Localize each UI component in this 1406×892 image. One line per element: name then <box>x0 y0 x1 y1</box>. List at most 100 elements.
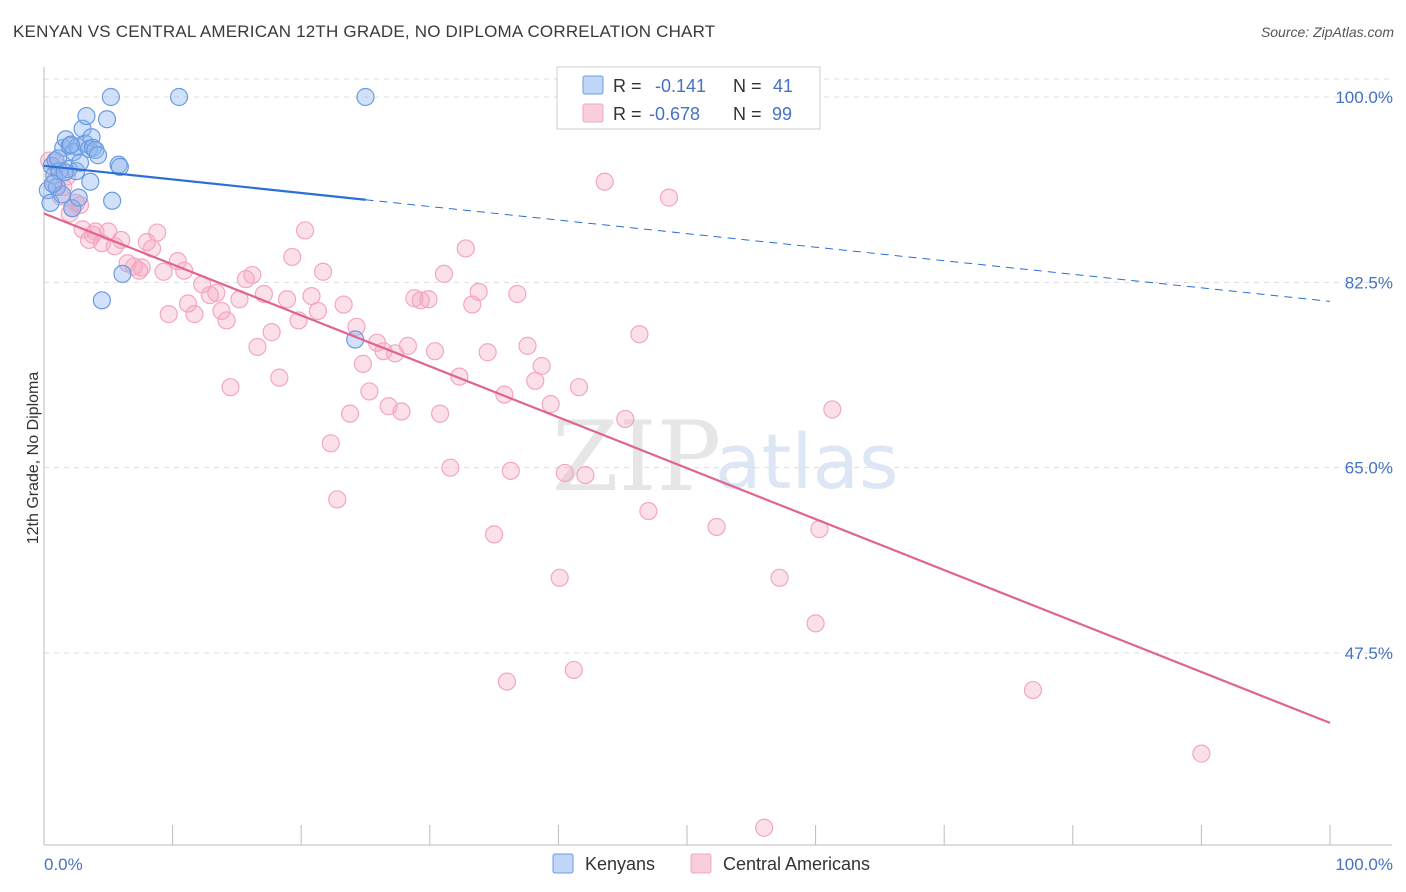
central-americans-point <box>321 434 340 453</box>
central-americans-point <box>755 818 774 837</box>
central-americans-point <box>616 409 635 429</box>
kenyans-point <box>92 291 111 310</box>
y-tick-label: 82.5% <box>1345 273 1393 292</box>
legend-r-label-central-americans: R = <box>613 104 642 124</box>
central-americans-point <box>564 660 583 680</box>
kenyans-trend-extension <box>365 199 1331 302</box>
central-americans-point <box>340 404 360 423</box>
central-americans-point <box>212 301 231 321</box>
central-americans-trend-line <box>43 212 1331 724</box>
central-americans-point <box>132 258 151 277</box>
central-americans-point <box>185 305 204 324</box>
central-americans-point <box>334 295 353 314</box>
central-americans-point <box>398 336 418 355</box>
legend-r-label-kenyans: R = <box>613 76 642 96</box>
central-americans-point <box>569 378 589 397</box>
central-americans-point <box>806 614 825 633</box>
central-americans-point <box>419 290 438 309</box>
central-americans-point <box>313 262 333 281</box>
y-tick-label: 65.0% <box>1345 459 1393 478</box>
central-americans-point <box>1023 680 1043 700</box>
central-americans-point <box>221 378 240 397</box>
central-americans-point <box>497 672 517 691</box>
y-tick-labels: 47.5% 65.0% 82.5% 100.0% <box>1335 88 1393 663</box>
kenyans-point <box>43 174 63 193</box>
central-americans-point <box>478 343 497 362</box>
legend-label-kenyans: Kenyans <box>585 854 655 874</box>
correlation-legend: R = -0.141 N = 41 R = -0.678 N = 99 <box>556 66 821 130</box>
trend-lines <box>43 164 1331 724</box>
legend-n-value-central-americans: 99 <box>772 104 792 124</box>
kenyans-point <box>110 157 129 176</box>
central-americans-point <box>283 247 302 267</box>
central-americans-point <box>1192 744 1211 763</box>
central-americans-point <box>270 368 289 387</box>
central-americans-point <box>434 264 454 283</box>
central-americans-point <box>659 188 679 207</box>
central-americans-point <box>508 284 527 304</box>
central-americans-point <box>430 404 450 423</box>
legend-swatch-central-americans-bottom <box>690 853 712 874</box>
kenyans-point <box>113 264 132 283</box>
central-americans-point <box>178 294 198 313</box>
kenyans-point <box>88 146 108 165</box>
central-americans-point <box>441 458 460 477</box>
kenyans-point <box>55 163 74 182</box>
central-americans-point <box>248 337 267 357</box>
source-label: Source: ZipAtlas.com <box>1260 24 1394 40</box>
kenyans-point <box>97 110 117 129</box>
central-americans-point <box>518 336 537 355</box>
chart-title: KENYAN VS CENTRAL AMERICAN 12TH GRADE, N… <box>13 22 716 41</box>
central-americans-point <box>207 283 226 303</box>
central-americans-point <box>148 223 167 242</box>
central-americans-point <box>639 501 658 521</box>
central-americans-point <box>243 265 262 285</box>
legend-swatch-kenyans <box>582 75 604 95</box>
central-americans-point <box>469 282 488 301</box>
kenyans-point <box>77 106 96 126</box>
central-americans-point <box>360 382 379 401</box>
central-americans-point <box>353 354 373 373</box>
central-americans-point <box>425 342 445 361</box>
x-tick-label-max: 100.0% <box>1335 855 1393 874</box>
legend-n-label-kenyans: N = <box>733 76 762 96</box>
central-americans-point <box>770 568 789 587</box>
central-americans-point <box>630 325 649 344</box>
x-tick-label-min: 0.0% <box>44 855 83 874</box>
legend-r-value-central-americans: -0.678 <box>649 104 700 124</box>
kenyans-point <box>63 199 82 218</box>
central-americans-point <box>411 291 430 310</box>
central-americans-point <box>392 402 411 421</box>
legend-swatch-kenyans-bottom <box>552 853 574 874</box>
kenyans-point <box>70 153 90 172</box>
central-americans-point <box>456 239 475 258</box>
kenyans-points <box>38 87 375 349</box>
central-americans-point <box>532 356 551 376</box>
y-tick-label: 47.5% <box>1345 644 1393 663</box>
central-americans-point <box>555 463 574 483</box>
y-tick-label: 100.0% <box>1335 88 1393 107</box>
central-americans-point <box>277 290 297 309</box>
kenyans-point <box>69 188 88 207</box>
watermark-atlas: atlas <box>715 417 899 506</box>
grid-lines <box>44 78 1390 654</box>
central-americans-point <box>262 323 281 342</box>
central-americans-point <box>707 517 726 537</box>
legend-swatch-central-americans <box>582 103 604 123</box>
legend-n-value-kenyans: 41 <box>773 76 793 96</box>
x-tick-labels: 0.0% 100.0% <box>44 855 1393 874</box>
watermark-zip: ZIP <box>552 401 721 513</box>
central-americans-point <box>485 525 504 544</box>
central-americans-point <box>576 465 595 485</box>
central-americans-point <box>154 262 173 281</box>
central-americans-point <box>328 490 347 509</box>
watermark: ZIP atlas <box>552 401 899 513</box>
kenyans-point <box>81 172 100 191</box>
legend-n-label-central-americans: N = <box>733 104 762 124</box>
kenyans-point <box>103 191 122 210</box>
kenyans-trend-line <box>43 164 366 201</box>
central-americans-point <box>823 400 842 419</box>
central-americans-point <box>550 568 569 587</box>
central-americans-point <box>159 305 178 324</box>
